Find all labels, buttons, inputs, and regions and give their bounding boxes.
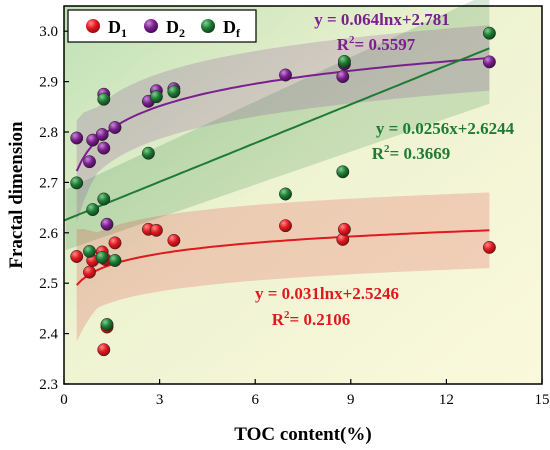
data-point-df (100, 318, 114, 331)
legend-label-df: Df (223, 17, 241, 40)
confidence-band-df (65, 0, 490, 251)
y-tick-label: 3.0 (39, 24, 58, 40)
data-point-df (86, 203, 100, 217)
confidence-band-d2 (76, 25, 490, 223)
data-point-df (337, 54, 351, 68)
data-point-df (167, 85, 181, 99)
data-point-df (97, 92, 111, 106)
data-point-df (97, 192, 111, 206)
y-axis-label: Fractal dimension (6, 121, 27, 269)
annotation-d2: y = 0.064lnx+2.781 R2= 0.5597 (314, 10, 450, 54)
legend-label-d1: D1 (108, 17, 127, 40)
legend-marker-d2 (144, 19, 158, 33)
fit-line-df (63, 47, 490, 222)
y-tick-label: 2.4 (39, 327, 58, 343)
equation-d1: y = 0.031lnx+2.5246 (255, 284, 399, 303)
data-point-df (279, 187, 292, 201)
data-point-df (141, 146, 155, 160)
legend-marker-df (201, 19, 215, 33)
annotation-df: y = 0.0256x+2.6244 R2= 0.3669 (372, 119, 515, 163)
data-points (70, 26, 496, 357)
data-point-d2 (86, 133, 100, 147)
data-point-d2 (70, 131, 84, 145)
x-tick-label: 12 (439, 392, 454, 408)
data-point-d1 (167, 233, 181, 247)
data-point-d2 (108, 121, 122, 134)
y-tick-label: 2.6 (39, 226, 58, 242)
data-point-d1 (70, 250, 84, 263)
data-point-d1 (108, 236, 122, 250)
fit-line-d1 (75, 229, 490, 286)
data-point-d2 (97, 141, 111, 155)
data-point-df (70, 176, 84, 190)
x-tick-label: 3 (156, 392, 164, 408)
x-tick-label: 0 (60, 392, 68, 408)
y-tick-label: 2.7 (39, 175, 58, 191)
y-tick-label: 2.3 (39, 377, 58, 393)
data-point-d2 (336, 70, 350, 84)
data-point-df (149, 90, 163, 104)
data-point-d1 (149, 223, 163, 237)
data-point-df (95, 251, 109, 264)
r2-df: R2= 0.3669 (372, 143, 450, 163)
x-tick-label: 15 (535, 392, 550, 408)
data-point-d1 (482, 240, 496, 254)
axes: 0 3 6 9 12 15 2.3 2.4 2.5 2.6 2.7 2.8 2.9 3.0 (39, 24, 549, 408)
equation-df: y = 0.0256x+2.6244 (376, 119, 515, 138)
data-point-df (83, 244, 96, 258)
data-point-d2 (83, 155, 96, 169)
data-point-d2 (482, 55, 496, 69)
data-point-d2 (100, 217, 114, 231)
y-tick-label: 2.8 (39, 125, 58, 141)
data-point-d2 (95, 128, 109, 141)
y-tick-label: 2.5 (39, 276, 58, 292)
equation-d2: y = 0.064lnx+2.781 (314, 10, 450, 29)
plot-background (64, 6, 542, 384)
data-point-d1 (337, 222, 351, 236)
data-point-d1 (279, 219, 292, 233)
confidence-band-d1 (76, 192, 490, 342)
legend-label-d2: D2 (166, 17, 185, 40)
x-axis-label: TOC content(%) (234, 424, 371, 445)
data-point-df (482, 26, 496, 40)
x-tick-label: 6 (251, 392, 259, 408)
confidence-bands (65, 0, 490, 342)
annotation-d1: y = 0.031lnx+2.5246 R2= 0.2106 (255, 284, 399, 329)
data-point-df (108, 254, 122, 267)
r2-d2: R2= 0.5597 (337, 34, 416, 54)
y-tick-label: 2.9 (39, 75, 58, 91)
plot-frame (63, 5, 543, 385)
data-point-d1 (83, 265, 96, 279)
r2-d1: R2= 0.2106 (272, 309, 350, 329)
data-point-df (336, 165, 350, 179)
data-point-d1 (97, 343, 111, 357)
x-tick-label: 9 (347, 392, 355, 408)
legend: D1 D2 Df (67, 9, 257, 43)
data-point-d2 (279, 68, 292, 82)
legend-marker-d1 (86, 19, 100, 33)
